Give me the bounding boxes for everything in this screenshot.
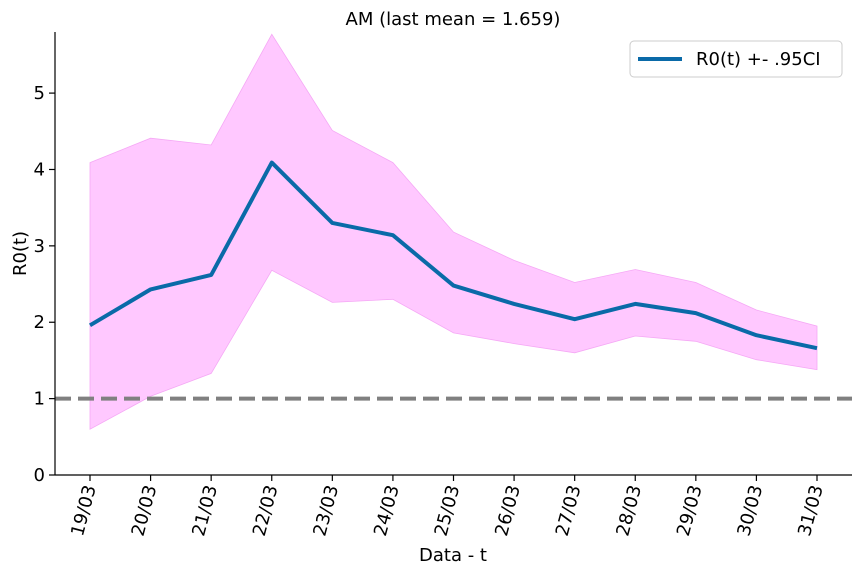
x-tick-label: 29/03	[673, 483, 707, 539]
y-axis-label: R0(t)	[10, 231, 31, 276]
x-tick-label: 30/03	[734, 483, 768, 539]
plot-area	[55, 33, 852, 430]
y-tick-label: 2	[34, 312, 45, 333]
x-tick-label: 28/03	[612, 483, 646, 539]
x-tick-label: 27/03	[552, 483, 586, 539]
y-tick-label: 1	[34, 389, 45, 410]
legend: R0(t) +- .95CI	[629, 40, 843, 78]
series-line-r0	[88, 160, 818, 351]
x-tick-label: 19/03	[67, 483, 101, 539]
y-tick-label: 0	[34, 465, 45, 486]
y-tick-label: 3	[34, 236, 45, 257]
x-tick-label: 22/03	[249, 483, 283, 539]
legend-box	[629, 40, 843, 78]
x-tick-label: 21/03	[188, 483, 222, 539]
y-tick-label: 5	[34, 83, 45, 104]
confidence-interval-band	[89, 33, 818, 430]
x-tick-label: 20/03	[128, 483, 162, 539]
legend-label: R0(t) +- .95CI	[696, 49, 821, 70]
x-tick-label: 23/03	[309, 483, 343, 539]
x-tick-label: 26/03	[491, 483, 525, 539]
x-tick-label: 31/03	[794, 483, 828, 539]
x-axis-label: Data - t	[419, 545, 487, 566]
x-axis-ticks: 19/03 20/03 21/03 22/03 23/03 24/03 25/03 26/03…	[67, 475, 828, 538]
y-axis-ticks: 0 1 2 3 4 5	[34, 83, 55, 486]
x-tick-label: 24/03	[370, 483, 404, 539]
x-tick-label: 25/03	[431, 483, 465, 539]
y-tick-label: 4	[34, 159, 45, 180]
chart-title: AM (last mean = 1.659)	[346, 9, 561, 30]
